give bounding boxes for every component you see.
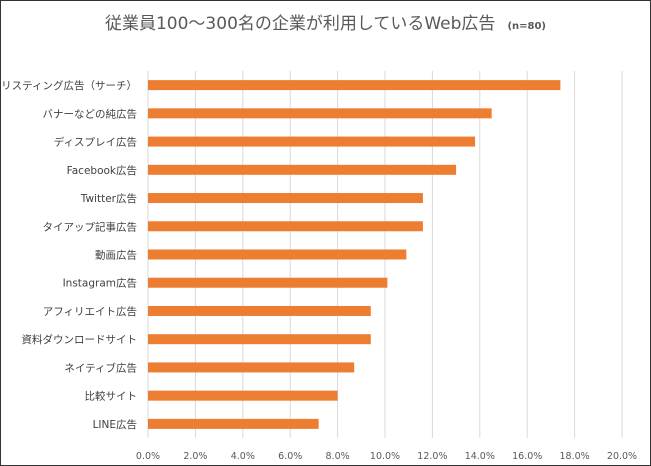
x-tick-label: 0.0% <box>136 451 160 462</box>
x-tick-label: 6.0% <box>278 451 302 462</box>
x-tick-label: 16.0% <box>512 451 542 462</box>
category-label: リスティング広告（サーチ） <box>1 79 137 92</box>
category-label: タイアップ記事広告 <box>43 220 138 233</box>
x-tick-label: 20.0% <box>607 451 637 462</box>
bar <box>148 249 407 260</box>
x-tick-label: 2.0% <box>183 451 207 462</box>
category-label: バナーなどの純広告 <box>43 107 138 120</box>
bar <box>148 108 492 119</box>
category-label: Instagram広告 <box>63 277 137 290</box>
category-label: ネイティブ広告 <box>64 361 137 374</box>
chart-title: 従業員100～300名の企業が利用しているWeb広告 (n=80) <box>1 9 650 34</box>
bar <box>148 362 355 373</box>
chart-subtitle: (n=80) <box>507 21 546 32</box>
bar <box>148 305 371 316</box>
category-label: Facebook広告 <box>67 164 137 177</box>
bar <box>148 136 476 147</box>
category-label: Twitter広告 <box>80 192 137 205</box>
bar <box>148 418 319 429</box>
category-label: 資料ダウンロードサイト <box>22 333 138 346</box>
bar <box>148 277 388 288</box>
x-tick-label: 14.0% <box>465 451 495 462</box>
bar <box>148 221 423 232</box>
bar <box>148 80 561 91</box>
bar <box>148 390 338 401</box>
category-label: 比較サイト <box>85 390 138 403</box>
category-label: LINE広告 <box>93 418 137 431</box>
x-tick-label: 8.0% <box>326 451 350 462</box>
title-text: 従業員100～300名の企業が利用しているWeb広告 <box>104 14 496 34</box>
category-label: アフィリエイト広告 <box>43 305 137 318</box>
bar <box>148 193 423 204</box>
category-label: ディスプレイ広告 <box>54 136 137 149</box>
x-tick-label: 4.0% <box>231 451 255 462</box>
category-label: 動画広告 <box>95 249 137 262</box>
x-tick-label: 12.0% <box>417 451 447 462</box>
x-tick-label: 18.0% <box>560 451 590 462</box>
bar <box>148 164 457 175</box>
bar <box>148 334 371 345</box>
x-tick-label: 10.0% <box>370 451 400 462</box>
